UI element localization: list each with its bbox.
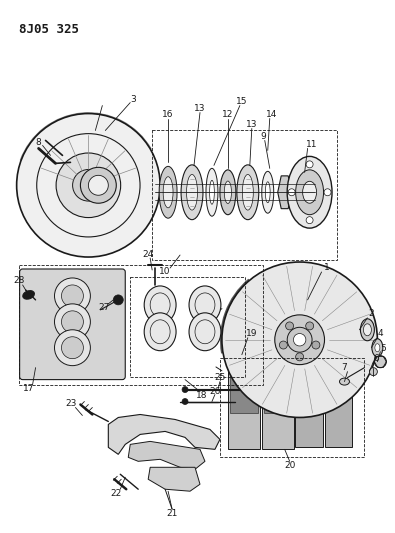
Polygon shape [108,415,220,454]
Ellipse shape [163,177,173,208]
Polygon shape [262,368,293,449]
Circle shape [182,399,188,405]
Ellipse shape [339,378,350,385]
Ellipse shape [360,319,374,341]
Text: 16: 16 [162,110,174,119]
Ellipse shape [186,174,198,210]
Text: 7: 7 [342,363,347,372]
Ellipse shape [210,180,214,204]
FancyBboxPatch shape [20,269,125,379]
Circle shape [88,175,108,195]
Text: 14: 14 [266,110,277,119]
Bar [152,131,337,260]
Ellipse shape [224,181,231,204]
Text: 23: 23 [66,399,77,408]
Circle shape [113,295,123,305]
Text: 3: 3 [130,95,136,104]
Ellipse shape [237,165,259,220]
Text: 19: 19 [246,329,258,338]
Circle shape [287,327,312,352]
Circle shape [312,341,320,349]
Polygon shape [230,373,258,413]
Circle shape [62,311,83,333]
Text: 1: 1 [324,263,329,272]
Text: 26: 26 [209,387,221,396]
Text: 12: 12 [222,110,233,119]
Circle shape [81,167,116,203]
Text: 10: 10 [159,268,171,277]
Text: 27: 27 [99,303,110,312]
Ellipse shape [144,313,176,351]
Bar [19,265,263,385]
Circle shape [279,341,288,349]
Polygon shape [128,441,205,469]
Text: 8J05 325: 8J05 325 [19,23,79,36]
Text: 11: 11 [306,140,317,149]
Polygon shape [228,368,260,449]
Polygon shape [278,176,292,208]
Circle shape [55,278,90,314]
Circle shape [56,153,120,217]
Text: 2: 2 [369,309,374,318]
Ellipse shape [287,156,332,228]
Ellipse shape [265,182,270,203]
Text: 24: 24 [143,249,154,259]
Text: 21: 21 [166,508,178,518]
Text: 17: 17 [23,384,34,393]
Circle shape [288,189,295,196]
Circle shape [55,304,90,340]
Text: 9: 9 [260,132,266,141]
Ellipse shape [144,286,176,324]
Circle shape [17,114,160,257]
Ellipse shape [295,170,324,215]
Text: 8: 8 [36,138,41,147]
Circle shape [324,189,331,196]
Circle shape [275,315,325,365]
Ellipse shape [363,324,371,336]
Circle shape [295,353,304,361]
Ellipse shape [374,356,386,368]
Bar [130,277,245,377]
Circle shape [286,322,293,330]
Circle shape [306,161,313,168]
Ellipse shape [206,168,218,216]
Ellipse shape [375,344,380,352]
Text: 5: 5 [380,344,386,353]
Ellipse shape [303,181,316,203]
Text: 28: 28 [13,277,24,286]
Ellipse shape [372,339,383,357]
Ellipse shape [23,290,34,299]
Circle shape [306,322,314,330]
Polygon shape [148,467,200,491]
Text: 13: 13 [194,104,206,113]
Circle shape [293,334,306,346]
Text: 22: 22 [111,489,122,498]
Text: 18: 18 [196,391,208,400]
Bar [220,358,365,457]
Circle shape [369,368,377,376]
Ellipse shape [220,170,236,215]
Ellipse shape [189,286,221,324]
Text: 15: 15 [236,97,248,106]
Text: 25: 25 [214,373,226,382]
Circle shape [182,386,188,393]
Circle shape [222,262,377,417]
Polygon shape [264,373,292,413]
Ellipse shape [181,165,203,220]
Polygon shape [325,370,352,447]
Text: 6: 6 [374,354,379,363]
Circle shape [62,285,83,307]
Ellipse shape [189,313,221,351]
Ellipse shape [159,166,177,218]
Text: 20: 20 [284,461,295,470]
Circle shape [73,169,104,201]
Ellipse shape [243,174,253,210]
Text: 4: 4 [378,329,383,338]
Polygon shape [295,370,323,447]
Text: 13: 13 [246,120,258,129]
Circle shape [62,337,83,359]
Ellipse shape [262,171,274,213]
Circle shape [306,217,313,224]
Circle shape [55,330,90,366]
